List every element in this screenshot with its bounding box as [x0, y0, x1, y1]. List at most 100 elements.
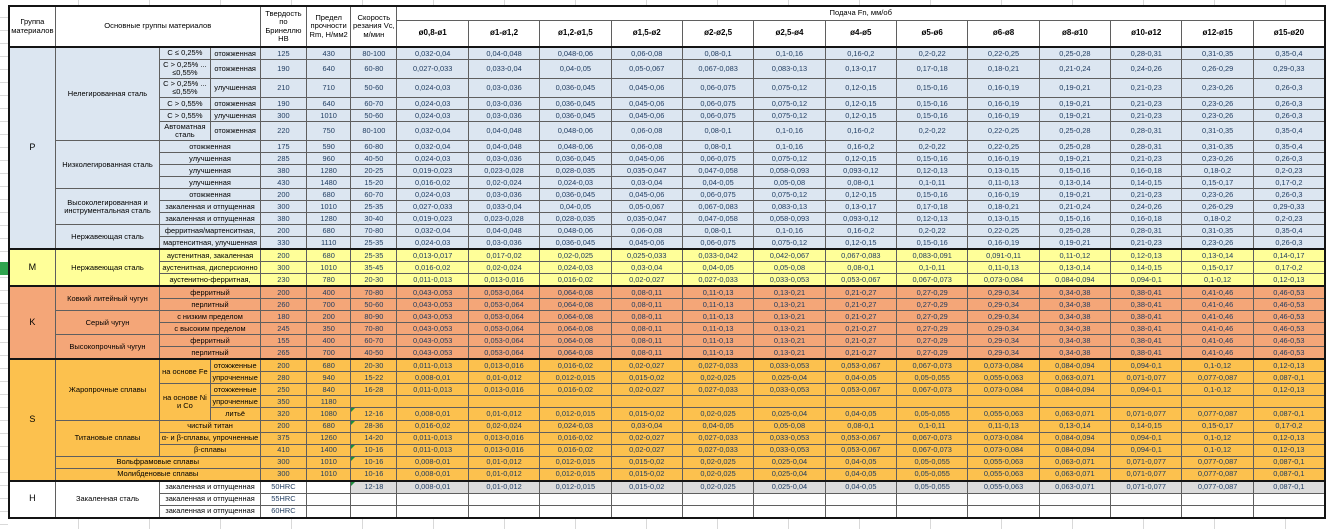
feed-cell[interactable]: 0,019-0,023 [396, 212, 469, 226]
feed-cell[interactable] [396, 492, 469, 506]
feed-cell[interactable]: 0,11-0,12 [1038, 248, 1112, 263]
feed-cell[interactable]: 0,03-0,036 [467, 109, 541, 123]
feed-cell[interactable]: 0,08-0,1 [681, 121, 755, 142]
feed-cell[interactable]: 0,25-0,28 [1038, 140, 1112, 154]
feed-cell[interactable]: 0,02-0,025 [681, 371, 755, 385]
feed-cell[interactable]: 0,016-0,02 [539, 443, 612, 457]
group-letter-cell[interactable]: P [8, 45, 56, 250]
feed-cell[interactable]: 0,08-0,1 [681, 140, 755, 154]
feed-cell[interactable]: 0,06-0,08 [610, 121, 683, 142]
feed-cell[interactable]: 0,02-0,027 [610, 431, 683, 445]
feed-cell[interactable]: 0,033-0,04 [467, 59, 541, 80]
feed-cell[interactable]: 0,11-0,13 [681, 310, 755, 324]
feed-cell[interactable]: 0,084-0,094 [1038, 383, 1112, 397]
feed-cell[interactable]: 0,17-0,18 [895, 200, 969, 214]
condition-cell[interactable]: аустенитно-ферритная, [159, 273, 261, 287]
feed-cell[interactable]: 0,053-0,067 [824, 358, 898, 373]
material-group-cell[interactable]: Нержавеющая сталь [54, 224, 161, 250]
feed-cell[interactable]: 0,045-0,06 [610, 97, 683, 111]
feed-cell[interactable]: 0,075-0,12 [753, 188, 826, 202]
feed-cell[interactable]: 0,22-0,25 [967, 224, 1040, 238]
feed-cell[interactable]: 0,41-0,46 [1181, 346, 1254, 360]
feed-cell[interactable]: 0,26-0,3 [1252, 109, 1326, 123]
feed-cell[interactable]: 0,02-0,027 [610, 383, 683, 397]
feed-cell[interactable]: 0,02-0,025 [681, 407, 755, 421]
feed-cell[interactable]: 0,063-0,071 [1038, 467, 1112, 482]
feed-cell[interactable]: 0,075-0,12 [753, 109, 826, 123]
hb-cell[interactable]: 125 [259, 46, 308, 60]
condition-cell[interactable]: перлитный [159, 298, 261, 312]
hb-cell[interactable]: 200 [259, 188, 308, 202]
feed-cell[interactable]: 0,08-0,11 [610, 322, 683, 336]
feed-cell[interactable]: 0,21-0,27 [824, 298, 898, 312]
feed-cell[interactable]: 0,023-0,028 [467, 212, 541, 226]
feed-cell[interactable]: 0,16-0,2 [824, 140, 898, 154]
feed-cell[interactable]: 0,13-0,21 [753, 334, 826, 348]
feed-cell[interactable]: 0,1-0,12 [1181, 358, 1254, 373]
feed-cell[interactable] [539, 504, 612, 519]
group-letter-cell[interactable]: M [8, 248, 56, 287]
feed-cell[interactable]: 0,043-0,053 [396, 322, 469, 336]
feed-cell[interactable]: 0,084-0,094 [1038, 358, 1112, 373]
feed-cell[interactable] [753, 395, 826, 409]
feed-cell[interactable]: 0,16-0,2 [824, 121, 898, 142]
feed-cell[interactable]: 0,15-0,16 [895, 97, 969, 111]
feed-cell[interactable]: 0,06-0,08 [610, 46, 683, 60]
hb-cell[interactable]: 300 [259, 109, 308, 123]
feed-cell[interactable] [824, 395, 898, 409]
feed-cell[interactable]: 0,1-0,12 [1181, 443, 1254, 457]
feed-cell[interactable]: 0,22-0,25 [967, 46, 1040, 60]
condition-cell[interactable]: закаленная и отпущенная [159, 212, 261, 226]
feed-cell[interactable]: 0,075-0,12 [753, 236, 826, 250]
feed-cell[interactable]: 0,024-0,03 [539, 176, 612, 190]
feed-cell[interactable]: 0,15-0,16 [1038, 212, 1112, 226]
condition-cell[interactable]: закаленная и отпущенная [159, 492, 261, 506]
feed-cell[interactable]: 0,024-0,03 [396, 109, 469, 123]
feed-cell[interactable]: 0,024-0,03 [539, 419, 612, 433]
feed-cell[interactable]: 0,16-0,19 [967, 109, 1040, 123]
feed-cell[interactable]: 0,02-0,025 [681, 467, 755, 482]
feed-cell[interactable]: 0,21-0,24 [1038, 200, 1112, 214]
feed-cell[interactable]: 0,11-0,13 [681, 334, 755, 348]
feed-cell[interactable]: 0,027-0,033 [681, 431, 755, 445]
feed-cell[interactable]: 0,055-0,063 [967, 479, 1040, 494]
feed-cell[interactable]: 0,14-0,15 [1110, 261, 1183, 275]
rm-cell[interactable]: 1280 [306, 164, 352, 178]
header-diameter-5[interactable]: ø2,5-ø4 [753, 20, 826, 48]
feed-cell[interactable]: 0,01-0,012 [467, 371, 541, 385]
vc-cell[interactable]: 40-50 [350, 346, 398, 360]
feed-cell[interactable]: 0,1-0,16 [753, 140, 826, 154]
feed-cell[interactable] [753, 504, 826, 519]
condition-cell[interactable]: мартенситная, улучшенная [159, 236, 261, 250]
hb-cell[interactable]: 330 [259, 236, 308, 250]
feed-cell[interactable]: 0,05-0,055 [895, 467, 969, 482]
feed-cell[interactable]: 0,15-0,16 [1038, 164, 1112, 178]
feed-cell[interactable]: 0,41-0,46 [1181, 298, 1254, 312]
material-group-cell[interactable]: Низколегированная сталь [54, 140, 161, 190]
feed-cell[interactable]: 0,13-0,14 [1038, 176, 1112, 190]
feed-cell[interactable]: 0,16-0,19 [967, 97, 1040, 111]
feed-cell[interactable]: 0,02-0,027 [610, 358, 683, 373]
feed-cell[interactable] [1110, 504, 1183, 519]
feed-cell[interactable]: 0,31-0,35 [1181, 140, 1254, 154]
feed-cell[interactable]: 0,12-0,15 [824, 152, 898, 166]
header-strength-rm[interactable]: Предел прочности Rm, Н/мм2 [306, 5, 352, 48]
vc-cell[interactable]: 70-80 [350, 285, 398, 300]
feed-cell[interactable]: 0,16-0,19 [967, 188, 1040, 202]
material-group-cell[interactable]: Молибденовые сплавы [54, 467, 261, 482]
feed-cell[interactable]: 0,24-0,26 [1110, 59, 1183, 80]
feed-cell[interactable]: 0,03-0,04 [610, 176, 683, 190]
feed-cell[interactable]: 0,067-0,073 [895, 358, 969, 373]
hb-cell[interactable]: 285 [259, 152, 308, 166]
feed-cell[interactable]: 0,06-0,075 [681, 109, 755, 123]
vc-cell[interactable]: 15-22 [350, 371, 398, 385]
feed-cell[interactable] [895, 504, 969, 519]
feed-cell[interactable]: 0,045-0,06 [610, 109, 683, 123]
header-diameter-0[interactable]: ø0,8-ø1 [396, 20, 469, 48]
feed-cell[interactable]: 0,1-0,16 [753, 46, 826, 60]
feed-cell[interactable]: 0,06-0,075 [681, 236, 755, 250]
condition-cell[interactable]: улучшенная [159, 152, 261, 166]
hb-cell[interactable]: 410 [259, 443, 308, 457]
feed-cell[interactable]: 0,08-0,1 [681, 46, 755, 60]
feed-cell[interactable]: 0,27-0,29 [895, 285, 969, 300]
